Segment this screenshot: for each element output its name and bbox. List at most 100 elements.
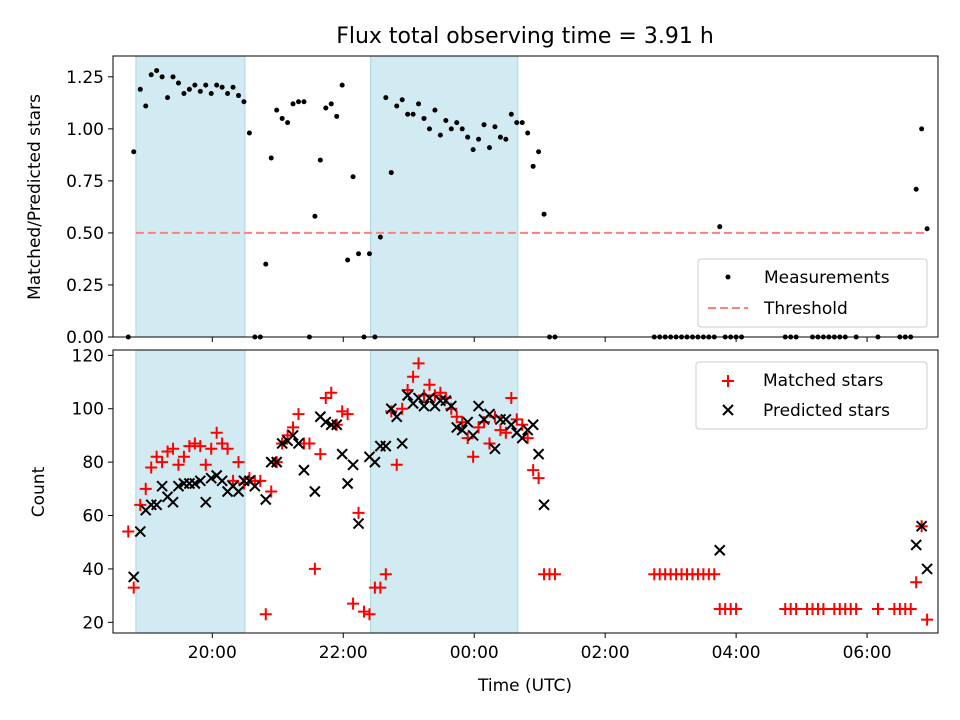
matched-stars-point bbox=[265, 485, 278, 498]
y-tick-label: 100 bbox=[72, 400, 104, 420]
measurement-point bbox=[497, 134, 503, 140]
measurement-point bbox=[541, 211, 547, 217]
predicted-stars-point bbox=[532, 448, 545, 460]
legend-predicted-marker bbox=[722, 404, 734, 416]
predicted-stars-point bbox=[270, 456, 283, 468]
predicted-stars-point bbox=[915, 520, 928, 532]
predicted-stars-point bbox=[489, 443, 501, 455]
measurement-point bbox=[717, 224, 723, 230]
top-plot-frame bbox=[112, 55, 939, 338]
matched-stars-point bbox=[871, 602, 884, 615]
matched-stars-point bbox=[292, 408, 305, 421]
measurement-point bbox=[465, 134, 471, 140]
matched-stars-point bbox=[532, 472, 545, 485]
measurement-point bbox=[443, 118, 449, 124]
predicted-stars-point bbox=[260, 493, 272, 506]
measurement-point bbox=[148, 72, 154, 78]
x-axis-label: Time (UTC) bbox=[477, 676, 572, 696]
matched-stars-point bbox=[156, 456, 169, 469]
measurement-point bbox=[328, 101, 334, 107]
matched-stars-point bbox=[341, 408, 354, 421]
matched-stars-point bbox=[150, 450, 163, 463]
measurement-point bbox=[235, 93, 241, 99]
observing-window-band bbox=[370, 55, 519, 338]
matched-stars-point bbox=[379, 568, 392, 581]
measurement-point bbox=[334, 113, 340, 119]
matched-stars-point bbox=[134, 498, 147, 511]
measurement-point bbox=[399, 97, 405, 103]
predicted-stars-point bbox=[472, 400, 485, 412]
matched-stars-point bbox=[216, 437, 229, 450]
measurement-point bbox=[536, 149, 542, 155]
legend-matched-label: Matched stars bbox=[763, 371, 883, 391]
matched-stars-point bbox=[790, 602, 803, 615]
predicted-stars-point bbox=[461, 416, 474, 428]
measurement-point bbox=[454, 120, 460, 126]
predicted-stars-point bbox=[505, 419, 518, 431]
measurement-point bbox=[405, 111, 411, 117]
x-tick-label: 00:00 bbox=[450, 643, 499, 663]
predicted-stars-point bbox=[352, 517, 365, 530]
predicted-stars-point bbox=[128, 571, 140, 583]
measurement-point bbox=[219, 84, 225, 90]
measurement-point bbox=[421, 115, 427, 121]
matched-stars-point bbox=[467, 450, 480, 463]
matched-stars-point bbox=[390, 458, 403, 471]
predicted-stars-point bbox=[194, 475, 207, 487]
measurement-point bbox=[486, 145, 492, 151]
matched-stars-point bbox=[374, 581, 387, 594]
predicted-stars-point bbox=[331, 419, 343, 431]
predicted-stars-point bbox=[134, 525, 146, 538]
predicted-stars-point bbox=[391, 411, 403, 423]
predicted-stars-point bbox=[276, 437, 288, 450]
bottom-x-axis-ticks: 20:00 22:00 00:00 02:00 04:00 06:00 bbox=[188, 633, 892, 663]
matched-stars-point bbox=[499, 426, 512, 439]
predicted-stars-point bbox=[249, 480, 261, 492]
measurement-point bbox=[165, 95, 171, 101]
measurement-point bbox=[268, 155, 274, 161]
matched-stars-point bbox=[232, 456, 245, 469]
predicted-stars-point bbox=[341, 477, 354, 490]
measurement-point bbox=[508, 111, 514, 117]
measurement-point bbox=[388, 170, 394, 176]
measurement-point bbox=[323, 105, 329, 111]
matched-stars-point bbox=[188, 437, 201, 450]
measurement-point bbox=[301, 99, 307, 105]
matched-stars-point bbox=[254, 474, 267, 487]
predicted-stars-point bbox=[292, 437, 305, 450]
matched-stars-point bbox=[325, 386, 338, 399]
measurement-point bbox=[394, 103, 400, 109]
x-tick-label: 22:00 bbox=[319, 643, 368, 663]
bottom-legend: Matched stars Predicted stars bbox=[695, 361, 928, 430]
measurement-point bbox=[470, 147, 476, 153]
matched-stars-point bbox=[122, 525, 135, 538]
measurement-point bbox=[208, 90, 214, 96]
predicted-stars-point bbox=[172, 480, 185, 492]
measurement-point bbox=[919, 126, 925, 132]
measurement-point bbox=[175, 80, 181, 86]
predicted-stars-point bbox=[396, 437, 408, 450]
measurement-point bbox=[131, 149, 137, 155]
matched-stars-point bbox=[516, 418, 529, 431]
matched-stars-point bbox=[921, 613, 934, 626]
top-panel: 0.00 0.25 0.50 0.75 1.00 1.25 Matched/Predict… bbox=[25, 55, 939, 348]
matched-stars-point bbox=[423, 378, 436, 391]
measurement-point bbox=[530, 163, 536, 169]
matched-stars-point bbox=[817, 602, 830, 615]
measurement-point bbox=[143, 103, 149, 109]
matched-stars-point bbox=[303, 437, 316, 450]
measurement-point bbox=[192, 82, 198, 88]
figure-title: Flux total observing time = 3.91 h bbox=[336, 24, 714, 49]
measurement-point bbox=[432, 107, 438, 113]
x-tick-label: 20:00 bbox=[188, 643, 237, 663]
matched-stars-point bbox=[407, 370, 420, 383]
measurement-point bbox=[246, 130, 252, 136]
y-tick-label: 0.50 bbox=[66, 224, 104, 244]
measurement-point bbox=[924, 226, 930, 232]
predicted-stars-point bbox=[401, 389, 414, 402]
predicted-stars-point bbox=[369, 456, 381, 468]
bottom-y-axis-ticks: 20 40 60 80 100 120 bbox=[72, 346, 113, 633]
y-tick-label: 20 bbox=[82, 613, 104, 633]
predicted-stars-point bbox=[921, 563, 933, 575]
